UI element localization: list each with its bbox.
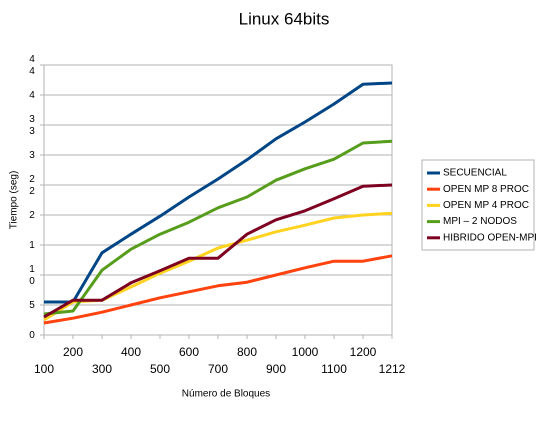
legend-label: SECUENCIAL — [443, 168, 507, 179]
plot-frame — [43, 64, 393, 336]
x-tick-label: 200 — [63, 345, 83, 359]
x-tick-label: 600 — [179, 345, 199, 359]
y-tick-label: 0 — [29, 330, 35, 341]
x-tick-label: 1212 — [379, 362, 406, 376]
x-tick-label: 100 — [34, 362, 54, 376]
x-tick-label: 500 — [150, 362, 170, 376]
legend-label: OPEN MP 4 PROC — [443, 200, 529, 211]
x-tick-label: 1100 — [321, 362, 347, 376]
y-tick-glyph: 4 — [29, 54, 35, 65]
y-tick-glyph: 3 — [29, 126, 35, 137]
y-tick-glyph: 4 — [29, 90, 35, 101]
series-line — [43, 139, 393, 316]
series-line — [43, 254, 393, 325]
x-axis-label: Número de Bloques — [182, 389, 270, 400]
x-tick-label: 400 — [121, 345, 141, 359]
series-line — [43, 211, 393, 322]
y-tick-glyph: 2 — [29, 210, 35, 221]
x-tick-label: 1000 — [292, 345, 319, 359]
series-line — [44, 81, 393, 304]
x-tick-label: 800 — [237, 345, 257, 359]
y-tick-glyph: 0 — [29, 330, 35, 341]
x-tick-label: 1200 — [350, 345, 377, 359]
legend-label: MPI – 2 NODOS — [443, 216, 517, 227]
y-tick-label: 4 — [29, 90, 35, 101]
y-tick-label: 1 — [29, 240, 35, 251]
y-tick-label: 3 — [29, 150, 35, 161]
x-tick-label: 300 — [92, 362, 112, 376]
legend-label: HIBRIDO OPEN-MPI — [443, 232, 536, 243]
chart-title: Linux 64bits — [239, 9, 330, 28]
legend-box — [421, 159, 535, 251]
y-tick-glyph: 3 — [29, 114, 35, 125]
y-tick-glyph: 0 — [29, 276, 35, 287]
x-tick-label: 900 — [266, 362, 286, 376]
series-line — [43, 183, 393, 319]
y-tick-glyph: 1 — [29, 240, 35, 251]
y-tick-glyph: 3 — [29, 150, 35, 161]
x-tick-label: 700 — [208, 362, 228, 376]
y-tick-glyph: 2 — [29, 174, 35, 185]
y-axis-label: Tiempo (seg) — [9, 171, 20, 230]
y-tick-glyph: 4 — [29, 66, 35, 77]
y-tick-label: 2 — [29, 210, 35, 221]
y-tick-glyph: 1 — [29, 264, 35, 275]
legend-label: OPEN MP 8 PROC — [443, 184, 529, 195]
y-tick-glyph: 2 — [29, 186, 35, 197]
y-tick-label: 5 — [29, 300, 35, 311]
y-tick-glyph: 5 — [29, 300, 35, 311]
